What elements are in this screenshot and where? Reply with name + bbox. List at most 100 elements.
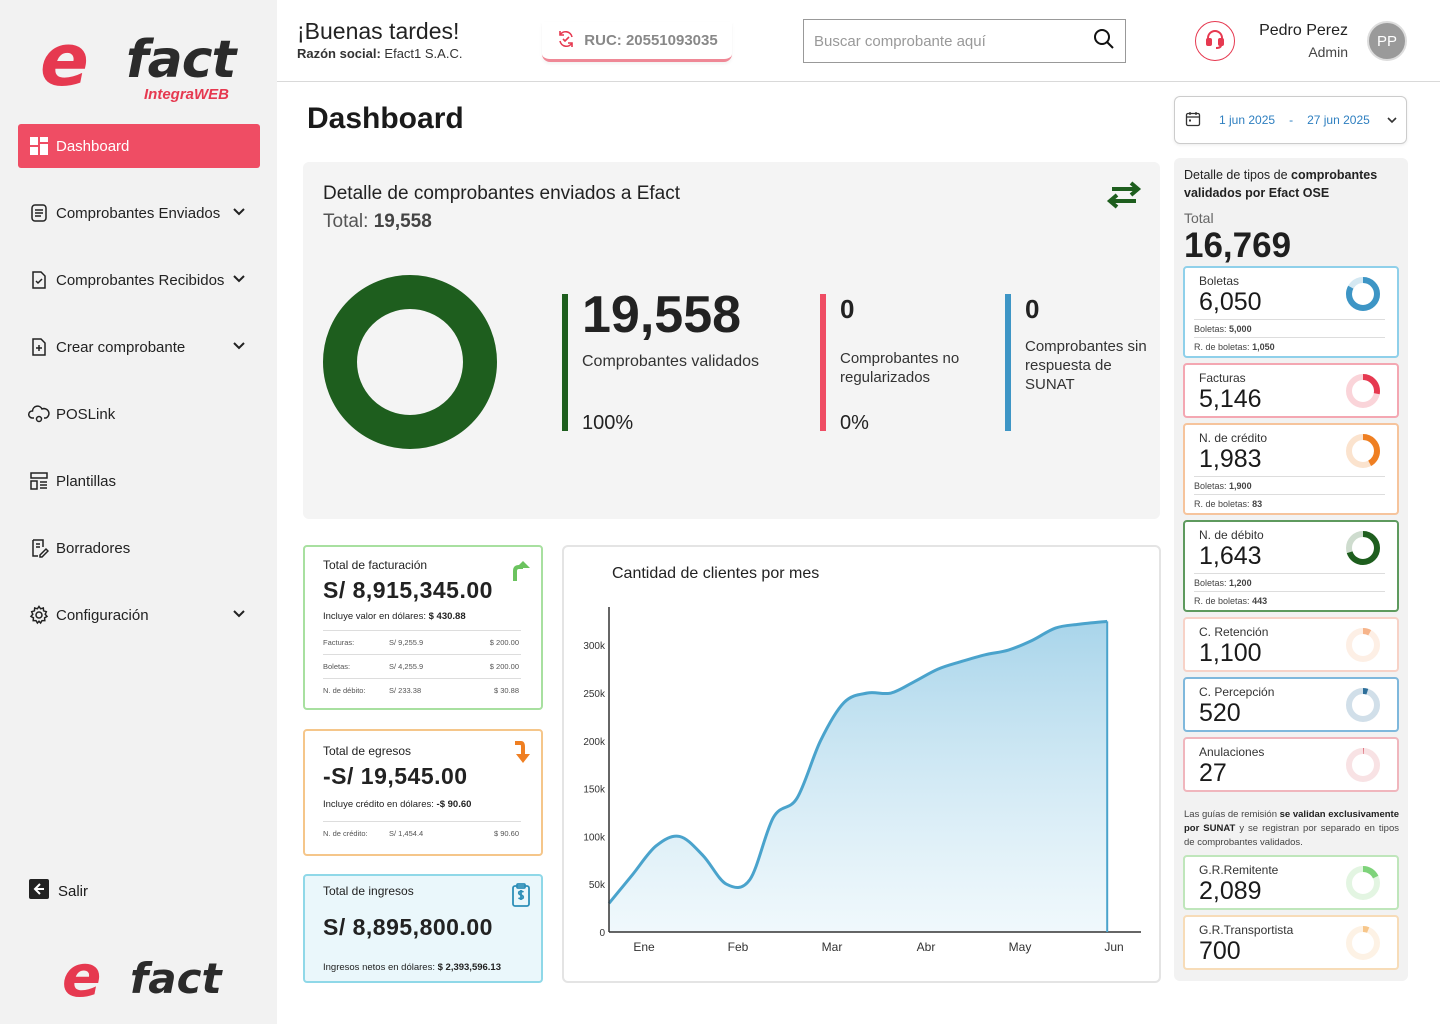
tipo-name: C. Percepción	[1199, 685, 1275, 699]
efact-logo[interactable]: e fact IntegraWEB	[36, 18, 246, 108]
chevron-down-icon[interactable]	[232, 606, 246, 624]
guia-value: 700	[1199, 937, 1241, 965]
avatar[interactable]: PP	[1367, 21, 1407, 61]
tipo-card-5[interactable]: C. Retención 1,100	[1183, 617, 1399, 672]
detalle-total: Total: 19,558	[323, 211, 432, 233]
sidebar-item-label: POSLink	[56, 405, 116, 423]
card-title: Total de facturación	[323, 558, 428, 572]
row-label: Boletas:	[323, 662, 351, 671]
tipo-value: 1,100	[1199, 639, 1262, 667]
sidebar-item-plantillas[interactable]: Plantillas	[18, 459, 260, 503]
card-note: Ingresos netos en dólares: $ 2,393,596.1…	[323, 962, 501, 973]
tipo-card-4[interactable]: N. de débito 1,643 Boletas: 1,200 R. de bol…	[1183, 520, 1399, 612]
swap-arrows-icon[interactable]	[1104, 180, 1144, 215]
cloud-icon	[28, 403, 50, 425]
tipo-card-3[interactable]: N. de crédito 1,983 Boletas: 1,900 R. de bo…	[1183, 423, 1399, 515]
guia-name: G.R.Remitente	[1199, 863, 1279, 877]
sidebar-item-comprobantes-enviados[interactable]: Comprobantes Enviados	[18, 191, 260, 235]
sidebar-item-dashboard[interactable]: Dashboard	[18, 124, 260, 168]
panel-title: Detalle de tipos de comprobantes validad…	[1184, 166, 1400, 202]
arrow-up-icon	[511, 557, 531, 588]
mini-donut-chart	[1346, 531, 1380, 565]
guias-note: Las guías de remisión se validan exclusi…	[1184, 808, 1399, 850]
y-tick-label: 250k	[583, 689, 606, 700]
stat-sin-respuesta: 0 Comprobantes sin respuesta de SUNAT	[1005, 294, 1155, 431]
row-pen: S/ 9,255.9	[389, 638, 424, 647]
mini-donut-track	[1346, 688, 1380, 722]
chevron-down-icon[interactable]	[232, 204, 246, 222]
panel-total-label: Total	[1184, 210, 1214, 226]
sidebar: e fact IntegraWEB Dashboard Comprobantes…	[0, 0, 277, 1024]
title-pre: Detalle de tipos de	[1184, 168, 1288, 182]
sync-icon	[556, 29, 576, 53]
note-value: $ 430.88	[428, 611, 466, 622]
x-tick-label: May	[1009, 940, 1032, 954]
tipo-card-1[interactable]: Boletas 6,050 Boletas: 5,000 R. de boletas:…	[1183, 266, 1399, 358]
search-icon[interactable]	[1093, 28, 1115, 55]
ruc-badge[interactable]: RUC: 20551093035	[542, 22, 732, 62]
note-value: -$ 90.60	[436, 799, 472, 810]
logo-fact: fact	[130, 954, 222, 1003]
date-to[interactable]: 27 jun 2025	[1307, 113, 1370, 127]
sidebar-item-borradores[interactable]: Borradores	[18, 526, 260, 570]
support-button[interactable]	[1195, 21, 1235, 61]
sidebar-item-crear-comprobante[interactable]: Crear comprobante	[18, 325, 260, 369]
tipo-value: 1,983	[1199, 445, 1262, 473]
row-label: N. de crédito:	[323, 829, 368, 838]
total-egresos-card[interactable]: Total de egresos -S/ 19,545.00 Incluye c…	[303, 729, 543, 856]
document-add-icon	[28, 336, 50, 358]
mini-donut-track	[1346, 748, 1380, 782]
mini-donut-arc	[1346, 866, 1380, 900]
date-range-picker[interactable]: 1 jun 2025 - 27 jun 2025	[1174, 96, 1407, 144]
sidebar-item-configuracion[interactable]: Configuración	[18, 593, 260, 637]
tipo-value: 5,146	[1199, 385, 1262, 413]
guia-card-1[interactable]: G.R.Remitente 2,089	[1183, 855, 1399, 910]
chevron-down-icon[interactable]	[232, 271, 246, 289]
card-title: Total de egresos	[323, 744, 412, 758]
stat-no-regularizados: 0 Comprobantes no regularizados 0%	[820, 294, 970, 434]
stat-value: 0	[840, 294, 855, 324]
razon-value: Efact1 S.A.C.	[384, 46, 463, 61]
sidebar-item-poslink[interactable]: POSLink	[18, 392, 260, 436]
stat-value: 19,558	[582, 286, 742, 344]
total-ingresos-card[interactable]: Total de ingresos S/ 8,895,800.00 Ingres…	[303, 874, 543, 983]
top-header: ¡Buenas tardes! Razón social: Efact1 S.A…	[277, 0, 1440, 82]
guia-card-2[interactable]: G.R.Transportista 700	[1183, 915, 1399, 970]
chevron-down-icon[interactable]	[232, 338, 246, 356]
table-row: N. de crédito: S/ 1,454.4 $ 90.60	[323, 821, 521, 845]
search-box[interactable]	[803, 19, 1126, 63]
sidebar-item-comprobantes-recibidos[interactable]: Comprobantes Recibidos	[18, 258, 260, 302]
tipo-sub-r-boletas: R. de boletas: 1,050	[1194, 342, 1275, 352]
stat-label: Comprobantes sin respuesta de SUNAT	[1025, 338, 1147, 393]
date-from[interactable]: 1 jun 2025	[1219, 113, 1276, 127]
note-pre: Las guías de remisión	[1184, 809, 1277, 820]
efact-footer-logo: e fact	[62, 942, 232, 1010]
tipo-sub-boletas: Boletas: 1,900	[1194, 481, 1252, 491]
chevron-down-icon[interactable]	[1386, 114, 1398, 129]
tipo-card-6[interactable]: C. Percepción 520	[1183, 677, 1399, 732]
clientes-chart-card: Cantidad de clientes por mes 0 50k 100k 150…	[562, 545, 1161, 983]
detalle-title: Detalle de comprobantes enviados a Efact	[323, 183, 680, 204]
validated-donut-chart	[323, 275, 497, 449]
logo-subtitle: IntegraWEB	[144, 86, 230, 103]
search-input[interactable]	[814, 32, 1093, 50]
panel-total-value: 16,769	[1184, 226, 1292, 265]
row-usd: $ 90.60	[493, 829, 519, 838]
mini-donut-chart	[1346, 628, 1380, 662]
tipo-name: Boletas	[1199, 274, 1240, 288]
total-facturacion-card[interactable]: Total de facturación S/ 8,915,345.00 Inc…	[303, 545, 543, 710]
tipo-card-7[interactable]: Anulaciones 27	[1183, 737, 1399, 792]
mini-donut-chart	[1346, 866, 1380, 900]
card-amount: S/ 8,915,345.00	[323, 577, 493, 603]
note-bold: se validan exclusivamente por SUNAT	[1184, 809, 1400, 834]
tipo-name: C. Retención	[1199, 625, 1269, 639]
logout-button[interactable]: Salir	[28, 878, 88, 904]
divider	[1194, 573, 1385, 574]
draft-icon	[28, 537, 50, 559]
sidebar-item-label: Comprobantes Enviados	[56, 204, 221, 222]
facturacion-breakdown-table: Facturas: S/ 9,255.9 $ 200.00 Boletas: S/ 4…	[323, 630, 521, 702]
note-label: Incluye crédito en dólares:	[323, 799, 434, 810]
y-tick-label: 200k	[583, 737, 606, 748]
divider	[1194, 319, 1385, 320]
tipo-card-2[interactable]: Facturas 5,146	[1183, 363, 1399, 418]
